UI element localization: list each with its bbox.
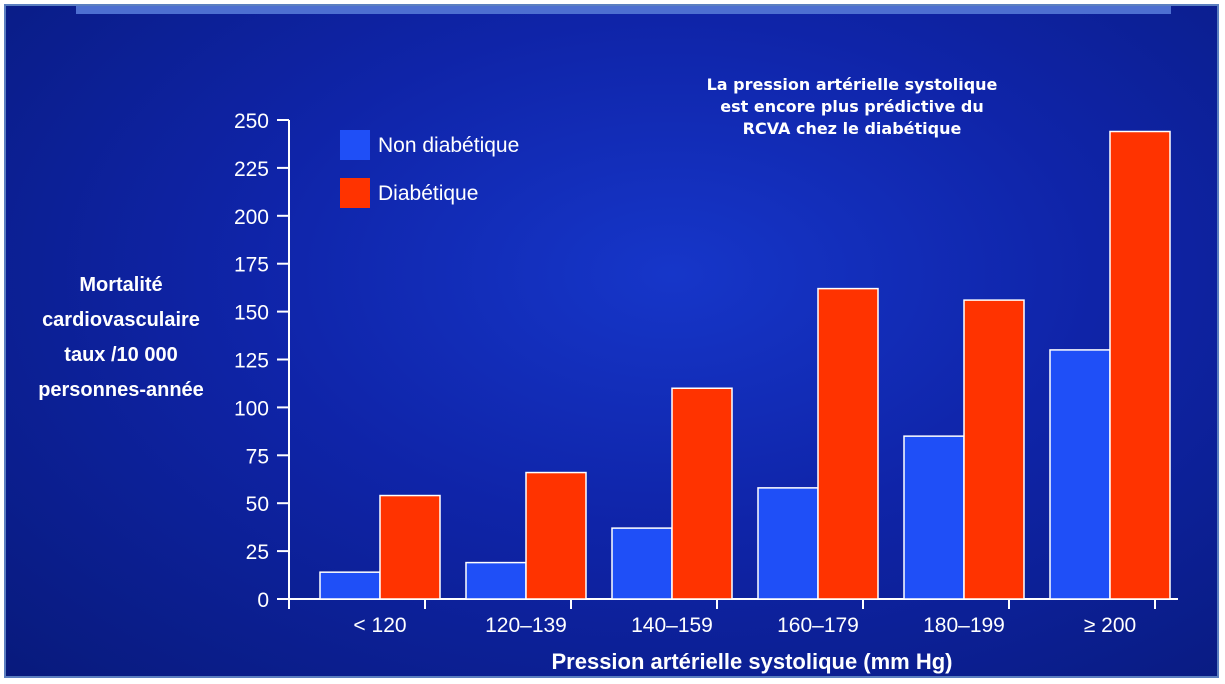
y-axis-label-line-1: Mortalité <box>79 274 162 296</box>
x-tick-label: 140–159 <box>631 614 713 637</box>
y-tick-label: 125 <box>234 350 269 373</box>
y-tick-label: 25 <box>246 541 269 564</box>
bar-diabetique <box>525 471 587 600</box>
x-tick-label: 160–179 <box>777 614 859 637</box>
y-tick-label: 0 <box>257 589 269 612</box>
x-axis-label: Pression artérielle systolique (mm Hg) <box>551 649 952 674</box>
legend-label-diabetique: Diabétique <box>378 182 478 205</box>
top-strip <box>76 6 1171 14</box>
legend-swatch-diabetique <box>340 178 370 208</box>
bar-chart: La pression artérielle systolique est en… <box>38 75 1178 674</box>
y-tick-label: 200 <box>234 206 269 229</box>
annotation-line-1: La pression artérielle systolique <box>707 75 998 94</box>
y-tick-label: 150 <box>234 302 269 325</box>
y-tick-label: 225 <box>234 158 269 181</box>
legend-label-non-diabetique: Non diabétique <box>378 134 519 157</box>
bar-non-diabetique <box>1049 349 1111 600</box>
annotation-line-2: est encore plus prédictive du <box>720 97 984 116</box>
y-axis-label-line-3: taux /10 000 <box>64 344 177 366</box>
bar-non-diabetique <box>465 561 527 600</box>
x-tick-label: 180–199 <box>923 614 1005 637</box>
bar-diabetique <box>963 299 1025 600</box>
x-tick-label: < 120 <box>353 614 406 637</box>
bar-non-diabetique <box>319 571 381 600</box>
bar-diabetique <box>817 287 879 600</box>
plot-area: 0 25 50 75 100 125 150 175 200 225 250 < 120 120–139… <box>234 110 1178 637</box>
y-tick-label: 75 <box>246 445 269 468</box>
annotation-line-3: RCVA chez le diabétique <box>743 119 962 138</box>
bar-non-diabetique <box>611 527 673 600</box>
y-axis-label-line-2: cardiovasculaire <box>42 309 200 331</box>
bar-non-diabetique <box>757 487 819 600</box>
x-tick-label: ≥ 200 <box>1084 614 1136 637</box>
y-axis-label-line-4: personnes-année <box>38 379 204 401</box>
legend-swatch-non-diabetique <box>340 130 370 160</box>
y-tick-label: 175 <box>234 254 269 277</box>
slide: La pression artérielle systolique est en… <box>4 4 1219 678</box>
bar-diabetique <box>1109 130 1171 600</box>
y-tick-label: 250 <box>234 110 269 133</box>
x-tick-label: 120–139 <box>485 614 567 637</box>
y-tick-label: 50 <box>246 493 269 516</box>
bar-diabetique <box>379 494 441 600</box>
bar-diabetique <box>671 387 733 600</box>
y-tick-label: 100 <box>234 397 269 420</box>
bar-non-diabetique <box>903 435 965 600</box>
